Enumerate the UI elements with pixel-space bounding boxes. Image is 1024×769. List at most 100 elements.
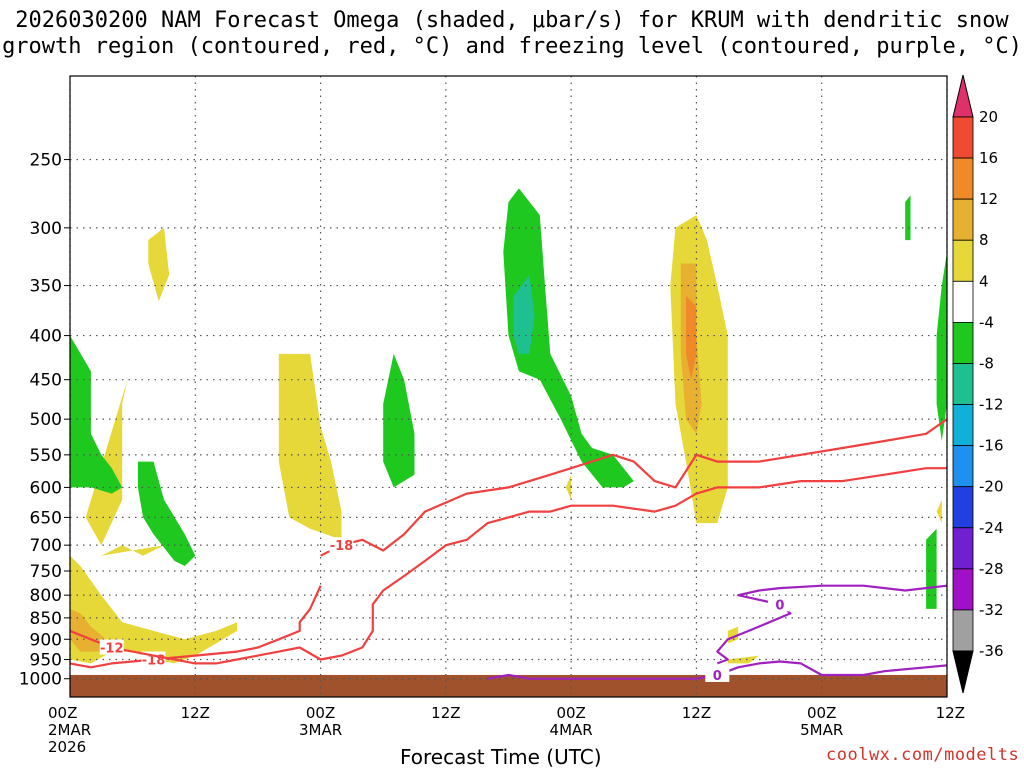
y-tick-label-800: 800 <box>30 586 62 606</box>
chart-title-line-2: growth region (contoured, red, °C) and f… <box>2 34 1022 59</box>
grid-layer <box>69 76 948 697</box>
y-tick-label-750: 750 <box>30 562 62 582</box>
colorbar-top-arrow <box>952 74 974 118</box>
colorbar-label-11: -28 <box>979 560 1004 578</box>
y-tick-label-900: 900 <box>30 630 62 650</box>
colorbar-swatch-3 <box>952 239 974 282</box>
plot-border <box>69 75 948 698</box>
colorbar-bottom-arrow <box>952 650 974 694</box>
x-tick-date-2: 3MAR <box>299 721 342 739</box>
colorbar-swatch-0 <box>952 116 974 159</box>
colorbar-label-12: -32 <box>979 601 1004 619</box>
y-tick-label-600: 600 <box>30 478 62 498</box>
omega-region-15 <box>383 353 415 488</box>
colorbar-label-7: -12 <box>979 396 1004 414</box>
colorbar-label-1: 16 <box>979 149 998 167</box>
colorbar-label-0: 20 <box>979 108 998 126</box>
x-tick-label-6: 00Z <box>807 704 836 722</box>
contour-label-bg-0 <box>329 537 354 553</box>
colorbar-label-4: 4 <box>979 272 989 290</box>
x-tick-label-2: 00Z <box>306 704 335 722</box>
contour-label-freezing_0_low: 0 <box>713 669 722 684</box>
ground-below-surface <box>70 674 947 697</box>
x-tick-label-3: 12Z <box>431 704 460 722</box>
contour-dgz_-18 <box>320 418 948 557</box>
y-tick-label-700: 700 <box>30 536 62 556</box>
omega-region-12 <box>936 499 942 524</box>
colorbar-swatch-6 <box>952 363 974 405</box>
omega-region-13 <box>70 335 123 494</box>
colorbar-label-8: -16 <box>979 437 1004 455</box>
chart-title-line-1: 2026030200 NAM Forecast Omega (shaded, μ… <box>15 8 1009 33</box>
x-tick-label-4: 00Z <box>556 704 585 722</box>
contour-label-bg-3 <box>767 596 792 612</box>
contour-freezing_0 <box>716 584 948 665</box>
omega-region-1 <box>101 545 164 556</box>
omega-region-17 <box>513 274 535 354</box>
x-tick-label-5: 12Z <box>682 704 711 722</box>
y-axis-ticks: 2503003504004505005506006507007508008509… <box>19 151 70 690</box>
omega-region-19 <box>926 528 937 609</box>
omega-region-16 <box>503 188 634 488</box>
contour-label-freezing_0: 0 <box>775 598 784 613</box>
x-tick-date-0: 2MAR <box>48 721 91 739</box>
contour-label-bg-2 <box>99 639 124 655</box>
x-tick-date-6: 5MAR <box>800 721 843 739</box>
colorbar-swatch-7 <box>952 404 974 447</box>
colorbar-swatch-4 <box>952 280 974 323</box>
x-axis-label: Forecast Time (UTC) <box>400 745 602 769</box>
colorbar-swatch-5 <box>952 321 974 364</box>
colorbar-swatch-8 <box>952 445 974 488</box>
contour-dgz_-18_low <box>69 585 322 669</box>
contour-label-dgz_-18: -18 <box>330 539 354 554</box>
colorbar-swatch-2 <box>952 198 974 241</box>
x-tick-label-7: 12Z <box>936 704 965 722</box>
y-tick-label-1000: 1000 <box>19 670 62 690</box>
omega-region-2 <box>70 555 237 664</box>
omega-region-14 <box>137 461 196 566</box>
colorbar-label-3: 8 <box>979 231 989 249</box>
contour-label-bg-4 <box>705 666 730 682</box>
x-tick-label-0: 00Z <box>48 704 77 722</box>
omega-region-4 <box>148 227 170 302</box>
omega-region-11 <box>565 474 572 500</box>
ground-layer <box>70 674 947 697</box>
contour-freezing_0_low <box>487 660 948 680</box>
omega-region-5 <box>278 353 342 540</box>
omega-shading-layer <box>70 188 947 664</box>
colorbar-label-2: 12 <box>979 190 998 208</box>
omega-region-10 <box>727 655 760 664</box>
colorbar-swatch-9 <box>952 486 974 529</box>
colorbar: 20 16 12 8 4 -4 -8 -12 -16 -20 -24 -28 -32 -36 <box>952 74 1004 694</box>
omega-region-6 <box>670 215 728 524</box>
y-tick-label-400: 400 <box>30 327 62 347</box>
y-tick-label-250: 250 <box>30 151 62 171</box>
omega-region-20 <box>905 195 911 241</box>
colorbar-label-10: -24 <box>979 519 1004 537</box>
x-tick-date-4: 4MAR <box>550 721 593 739</box>
colorbar-label-13: -36 <box>979 642 1004 660</box>
colorbar-swatch-12 <box>952 609 974 652</box>
y-tick-label-950: 950 <box>30 651 62 671</box>
y-tick-label-550: 550 <box>30 446 62 466</box>
contour-label-dgz_-12_low: -12 <box>100 642 124 657</box>
y-tick-label-450: 450 <box>30 371 62 391</box>
colorbar-label-9: -20 <box>979 478 1004 496</box>
colorbar-swatch-11 <box>952 568 974 611</box>
x-tick-label-1: 12Z <box>181 704 210 722</box>
credit-link[interactable]: coolwx.com/modelts <box>826 745 1020 765</box>
colorbar-label-5: -4 <box>979 313 994 331</box>
y-tick-label-500: 500 <box>30 410 62 430</box>
omega-region-8 <box>686 296 697 380</box>
y-tick-label-300: 300 <box>30 219 62 239</box>
plot-frame <box>69 75 948 698</box>
colorbar-swatch-1 <box>952 157 974 200</box>
y-tick-label-850: 850 <box>30 609 62 629</box>
y-tick-label-350: 350 <box>30 277 62 297</box>
contour-dgz_-12_low <box>69 467 947 665</box>
omega-region-18 <box>936 252 947 441</box>
x-tick-year-0: 2026 <box>48 738 86 756</box>
